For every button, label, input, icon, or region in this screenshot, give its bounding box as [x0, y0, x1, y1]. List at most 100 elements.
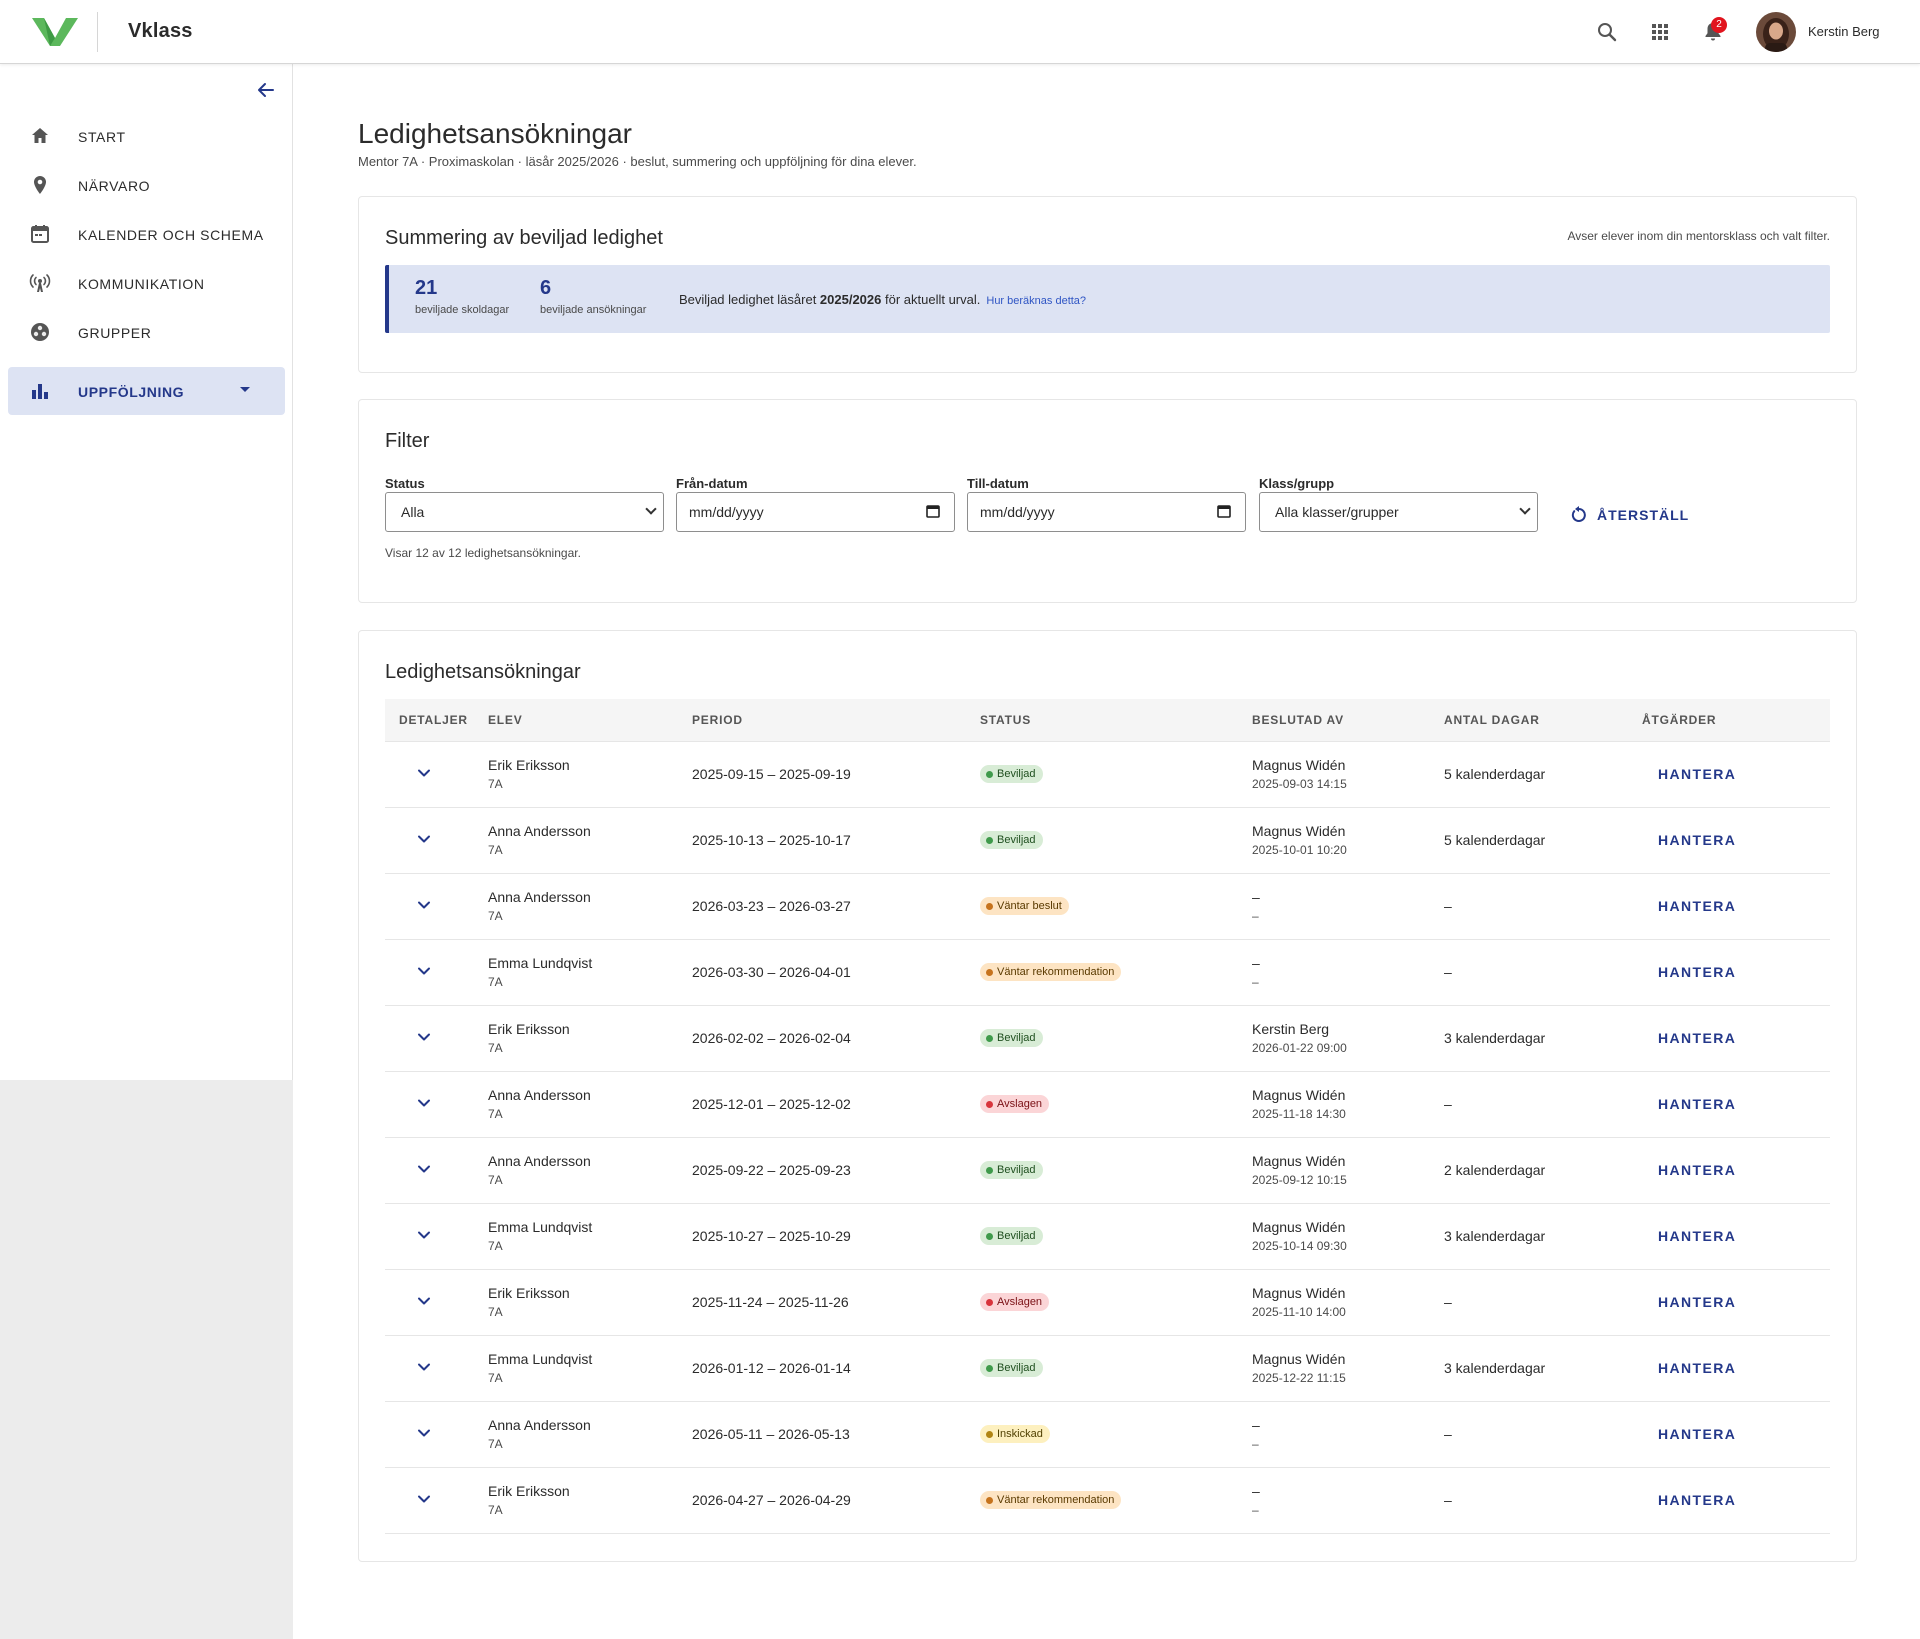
- student-cell: Emma Lundqvist 7A: [488, 939, 692, 1006]
- column-header-decided-by: BESLUTAD AV: [1252, 699, 1444, 742]
- chevron-down-icon[interactable]: [415, 1358, 433, 1376]
- summary-box: 21 beviljade skoldagar 6 beviljade ansök…: [385, 265, 1830, 333]
- arrow-left-icon[interactable]: [254, 78, 278, 102]
- student-class: 7A: [488, 1305, 503, 1319]
- period-cell: 2025-09-22 – 2025-09-23: [692, 1137, 980, 1204]
- table-row: Anna Andersson 7A 2025-09-22 – 2025-09-23 B…: [385, 1137, 1830, 1204]
- actions-cell: HANTERA: [1642, 1269, 1830, 1336]
- handle-button[interactable]: HANTERA: [1658, 1228, 1737, 1244]
- details-cell: [385, 741, 488, 808]
- search-icon[interactable]: [1595, 20, 1619, 44]
- chevron-down-icon[interactable]: [415, 896, 433, 914]
- sidebar-item-kalender[interactable]: KALENDER OCH SCHEMA: [8, 210, 285, 258]
- handle-button[interactable]: HANTERA: [1658, 832, 1737, 848]
- chevron-down-icon[interactable]: [415, 1028, 433, 1046]
- chevron-down-icon[interactable]: [415, 830, 433, 848]
- details-cell: [385, 939, 488, 1006]
- actions-cell: HANTERA: [1642, 1005, 1830, 1072]
- handle-button[interactable]: HANTERA: [1658, 766, 1737, 782]
- status-select[interactable]: Alla: [385, 492, 664, 532]
- decided-by-date: 2025-10-14 09:30: [1252, 1239, 1347, 1253]
- decided-by-name: –: [1252, 1417, 1260, 1433]
- details-cell: [385, 1401, 488, 1468]
- class-select-value: Alla klasser/grupper: [1275, 504, 1399, 520]
- stat-applications: 6 beviljade ansökningar: [540, 277, 646, 316]
- period-cell: 2025-12-01 – 2025-12-02: [692, 1071, 980, 1138]
- chevron-down-icon[interactable]: [415, 962, 433, 980]
- calendar-icon[interactable]: [926, 504, 940, 518]
- vklass-logo[interactable]: [32, 16, 78, 48]
- handle-button[interactable]: HANTERA: [1658, 964, 1737, 980]
- status-label: Avslagen: [997, 1296, 1043, 1309]
- sidebar-item-narvaro[interactable]: NÄRVARO: [8, 161, 285, 209]
- calculation-help-link[interactable]: Hur beräknas detta?: [986, 295, 1087, 307]
- status-badge: Avslagen: [980, 1293, 1050, 1312]
- decided-by-date: 2025-12-22 11:15: [1252, 1371, 1346, 1385]
- status-label: Väntar beslut: [997, 900, 1062, 913]
- sidebar-item-grupper[interactable]: GRUPPER: [8, 308, 285, 356]
- handle-button[interactable]: HANTERA: [1658, 1426, 1737, 1442]
- status-badge: Inskickad: [980, 1425, 1050, 1444]
- details-cell: [385, 1137, 488, 1204]
- period-cell: 2025-09-15 – 2025-09-19: [692, 741, 980, 808]
- handle-button[interactable]: HANTERA: [1658, 1492, 1737, 1508]
- details-cell: [385, 1467, 488, 1534]
- handle-button[interactable]: HANTERA: [1658, 1030, 1737, 1046]
- chevron-down-icon[interactable]: [415, 1490, 433, 1508]
- chevron-down-icon[interactable]: [415, 1424, 433, 1442]
- brand-name[interactable]: Vklass: [128, 20, 193, 42]
- chevron-down-icon[interactable]: [415, 1160, 433, 1178]
- table-row: Erik Eriksson 7A 2026-02-02 – 2026-02-04 Be…: [385, 1005, 1830, 1072]
- status-label: Beviljad: [997, 768, 1036, 781]
- days-cell: 3 kalenderdagar: [1444, 1005, 1642, 1072]
- days-cell: 3 kalenderdagar: [1444, 1335, 1642, 1402]
- chevron-down-icon[interactable]: [415, 764, 433, 782]
- table-row: Erik Eriksson 7A 2026-04-27 – 2026-04-29 Vä…: [385, 1467, 1830, 1534]
- days-cell: –: [1444, 1269, 1642, 1336]
- to-date-input[interactable]: mm/dd/yyyy: [967, 492, 1246, 532]
- status-label: Inskickad: [997, 1428, 1043, 1441]
- class-select[interactable]: Alla klasser/grupper: [1259, 492, 1538, 532]
- status-label: Beviljad: [997, 1362, 1036, 1375]
- status-dot: [986, 1496, 993, 1504]
- decided-by-name: Magnus Widén: [1252, 1087, 1346, 1103]
- status-dot: [986, 902, 993, 910]
- chevron-down-icon[interactable]: [415, 1292, 433, 1310]
- from-date-input[interactable]: mm/dd/yyyy: [676, 492, 955, 532]
- status-badge: Beviljad: [980, 1359, 1043, 1378]
- sidebar-item-kommunikation[interactable]: KOMMUNIKATION: [8, 259, 285, 307]
- decided-by-cell: – –: [1252, 939, 1444, 1006]
- handle-button[interactable]: HANTERA: [1658, 1162, 1737, 1178]
- top-bar: Vklass 2 Kerstin Berg: [0, 0, 1920, 64]
- handle-button[interactable]: HANTERA: [1658, 1360, 1737, 1376]
- avatar[interactable]: [1756, 12, 1796, 52]
- calendar-icon[interactable]: [1217, 504, 1231, 518]
- status-label: Beviljad: [997, 1230, 1036, 1243]
- sidebar-item-start[interactable]: START: [8, 112, 285, 160]
- broadcast-icon: [29, 274, 51, 292]
- column-header-details: DETALJER: [385, 699, 488, 742]
- details-cell: [385, 1335, 488, 1402]
- days-cell: 2 kalenderdagar: [1444, 1137, 1642, 1204]
- status-badge: Beviljad: [980, 1029, 1043, 1048]
- status-label: Väntar rekommendation: [997, 966, 1115, 979]
- chevron-down-icon[interactable]: [240, 387, 250, 392]
- column-header-period: PERIOD: [692, 699, 980, 742]
- handle-button[interactable]: HANTERA: [1658, 1096, 1737, 1112]
- decided-by-cell: Magnus Widén 2025-11-10 14:00: [1252, 1269, 1444, 1336]
- handle-button[interactable]: HANTERA: [1658, 898, 1737, 914]
- chevron-down-icon[interactable]: [415, 1094, 433, 1112]
- student-name: Erik Eriksson: [488, 757, 570, 773]
- sidebar-item-label: UPPFÖLJNING: [78, 384, 185, 400]
- user-name[interactable]: Kerstin Berg: [1808, 24, 1880, 39]
- sidebar-item-uppfoljning[interactable]: UPPFÖLJNING: [8, 367, 285, 415]
- handle-button[interactable]: HANTERA: [1658, 1294, 1737, 1310]
- student-class: 7A: [488, 1503, 503, 1517]
- actions-cell: HANTERA: [1642, 807, 1830, 874]
- chevron-down-icon[interactable]: [415, 1226, 433, 1244]
- decided-by-cell: Magnus Widén 2025-10-01 10:20: [1252, 807, 1444, 874]
- class-filter-label: Klass/grupp: [1259, 476, 1335, 491]
- apps-grid-icon[interactable]: [1648, 20, 1672, 44]
- status-dot: [986, 1430, 993, 1438]
- stat-applications-value: 6: [540, 277, 552, 299]
